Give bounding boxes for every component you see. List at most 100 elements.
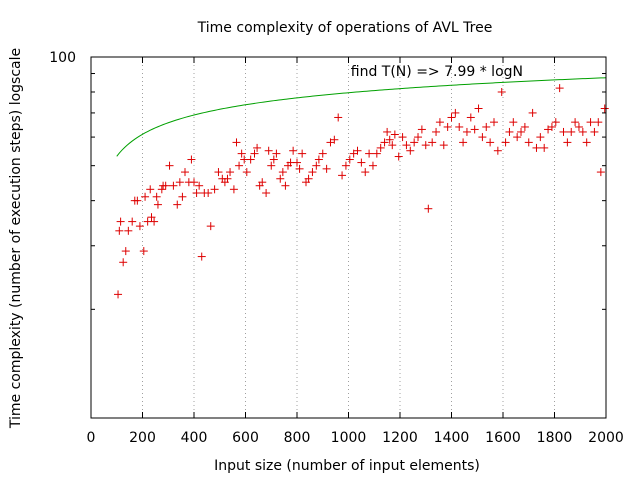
data-point bbox=[312, 161, 321, 170]
x-tick-label: 1200 bbox=[382, 430, 418, 446]
data-point bbox=[513, 133, 522, 142]
data-point bbox=[304, 174, 313, 183]
x-axis-label: Input size (number of input elements) bbox=[214, 458, 480, 474]
data-point bbox=[147, 213, 156, 222]
data-point bbox=[439, 141, 448, 150]
data-point bbox=[435, 118, 444, 127]
data-point bbox=[197, 252, 206, 261]
data-point bbox=[281, 181, 290, 190]
data-point bbox=[223, 174, 232, 183]
data-point bbox=[536, 133, 545, 142]
data-point bbox=[165, 161, 174, 170]
data-point bbox=[361, 168, 370, 177]
data-point bbox=[229, 185, 238, 194]
data-point bbox=[192, 189, 201, 198]
data-point bbox=[398, 133, 407, 142]
data-point bbox=[139, 247, 148, 256]
axis-ticks: 0 200 400 600 800 1000 1200 1400 1600 1800 2000 100 bbox=[49, 50, 624, 446]
data-point bbox=[298, 149, 307, 158]
data-point bbox=[385, 135, 394, 144]
data-point bbox=[308, 168, 317, 177]
data-point bbox=[272, 149, 281, 158]
data-point bbox=[451, 108, 460, 117]
data-point bbox=[262, 189, 271, 198]
data-point bbox=[567, 127, 576, 136]
data-point bbox=[462, 127, 471, 136]
data-point bbox=[600, 104, 609, 113]
x-tick-label: 0 bbox=[87, 430, 96, 446]
x-tick-label: 800 bbox=[284, 430, 311, 446]
data-point bbox=[161, 181, 170, 190]
data-point bbox=[289, 146, 298, 155]
data-point bbox=[547, 122, 556, 131]
data-point bbox=[353, 146, 362, 155]
x-tick-label: 1000 bbox=[331, 430, 367, 446]
data-point bbox=[551, 118, 560, 127]
data-point bbox=[517, 127, 526, 136]
data-point bbox=[428, 138, 437, 147]
data-point bbox=[555, 84, 564, 93]
data-point bbox=[269, 155, 278, 164]
data-point bbox=[246, 155, 255, 164]
data-point bbox=[175, 178, 184, 187]
x-tick-label: 1600 bbox=[485, 430, 521, 446]
data-point bbox=[153, 200, 162, 209]
data-point bbox=[204, 189, 213, 198]
data-point bbox=[253, 143, 262, 152]
x-tick-label: 2000 bbox=[588, 430, 624, 446]
data-point bbox=[388, 141, 397, 150]
data-point bbox=[341, 161, 350, 170]
data-point bbox=[345, 155, 354, 164]
data-point bbox=[390, 130, 399, 139]
data-point bbox=[210, 185, 219, 194]
data-point bbox=[135, 222, 144, 231]
data-point bbox=[237, 149, 246, 158]
data-point bbox=[532, 143, 541, 152]
data-point bbox=[482, 122, 491, 131]
data-point bbox=[264, 146, 273, 155]
data-point bbox=[394, 152, 403, 161]
data-point bbox=[195, 181, 204, 190]
data-point bbox=[368, 161, 377, 170]
data-point bbox=[278, 168, 287, 177]
data-point bbox=[443, 122, 452, 131]
data-point bbox=[559, 127, 568, 136]
data-point bbox=[586, 118, 595, 127]
data-point bbox=[206, 222, 215, 231]
data-point bbox=[540, 143, 549, 152]
data-point bbox=[334, 113, 343, 122]
data-point bbox=[410, 138, 419, 147]
data-point bbox=[141, 192, 150, 201]
data-point bbox=[365, 149, 374, 158]
data-point bbox=[372, 149, 381, 158]
x-tick-label: 1800 bbox=[537, 430, 573, 446]
data-point bbox=[432, 127, 441, 136]
data-point bbox=[509, 118, 518, 127]
data-point bbox=[455, 122, 464, 131]
data-point bbox=[190, 178, 198, 187]
data-point bbox=[115, 226, 124, 235]
data-point bbox=[133, 196, 142, 205]
data-point bbox=[357, 158, 366, 167]
data-point bbox=[119, 258, 128, 267]
x-tick-label: 1400 bbox=[434, 430, 470, 446]
data-point bbox=[214, 168, 223, 177]
data-point bbox=[459, 138, 468, 147]
data-point bbox=[380, 138, 389, 147]
data-point bbox=[226, 168, 235, 177]
data-point bbox=[169, 181, 178, 190]
data-point bbox=[582, 138, 591, 147]
data-point bbox=[376, 143, 385, 152]
data-point bbox=[314, 155, 323, 164]
data-point bbox=[187, 155, 196, 164]
data-point bbox=[121, 247, 130, 256]
data-point bbox=[318, 149, 327, 158]
data-point bbox=[338, 171, 347, 180]
data-point bbox=[322, 164, 331, 173]
data-point bbox=[276, 174, 285, 183]
data-point bbox=[242, 168, 251, 177]
data-point bbox=[173, 200, 182, 209]
data-point bbox=[571, 118, 580, 127]
data-point bbox=[128, 217, 137, 226]
